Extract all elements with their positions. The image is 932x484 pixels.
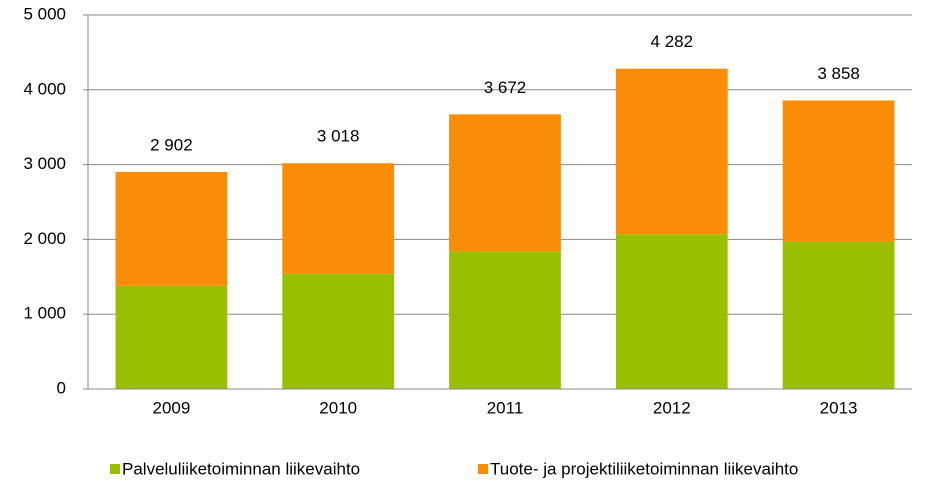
legend-label: Palveluliiketoiminnan liikevaihto bbox=[122, 459, 360, 478]
legend-swatch bbox=[110, 464, 120, 474]
bar-segment bbox=[782, 100, 895, 242]
bar-segment bbox=[282, 163, 395, 274]
bar-segment bbox=[782, 241, 895, 389]
y-tick-label: 5 000 bbox=[23, 4, 66, 23]
y-tick-label: 3 000 bbox=[23, 154, 66, 173]
x-tick-label: 2010 bbox=[319, 398, 357, 417]
bar-segment bbox=[449, 251, 561, 389]
bar-segment bbox=[615, 234, 728, 389]
bar-segment bbox=[282, 273, 395, 389]
total-label: 3 672 bbox=[484, 78, 527, 97]
y-tick-label: 4 000 bbox=[23, 79, 66, 98]
x-tick-label: 2012 bbox=[653, 398, 691, 417]
bar-segment bbox=[615, 68, 728, 235]
y-tick-label: 1 000 bbox=[23, 304, 66, 323]
x-tick-label: 2013 bbox=[820, 398, 858, 417]
x-tick-label: 2009 bbox=[152, 398, 190, 417]
legend-swatch bbox=[478, 464, 488, 474]
bar-segment bbox=[115, 171, 228, 286]
total-label: 3 018 bbox=[317, 127, 360, 146]
bar-segment bbox=[449, 114, 561, 252]
y-tick-label: 2 000 bbox=[23, 229, 66, 248]
total-label: 2 902 bbox=[150, 135, 193, 154]
bar-segment bbox=[115, 285, 228, 389]
total-label: 3 858 bbox=[817, 64, 860, 83]
legend-label: Tuote- ja projektiliiketoiminnan liikeva… bbox=[490, 459, 798, 478]
total-label: 4 282 bbox=[651, 32, 694, 51]
y-tick-label: 0 bbox=[57, 378, 66, 397]
x-tick-label: 2011 bbox=[487, 398, 524, 417]
